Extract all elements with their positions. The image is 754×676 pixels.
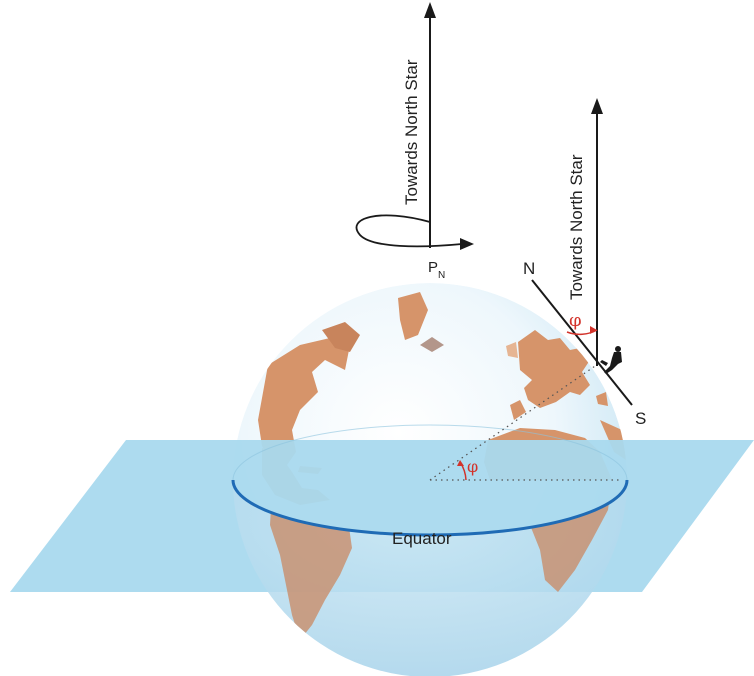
south-label: S	[635, 409, 646, 428]
pole-axis-arrow: Towards North Star	[402, 2, 436, 248]
latitude-angle-observer: φ	[566, 310, 598, 336]
latitude-center-symbol: φ	[467, 457, 478, 476]
equator-label: Equator	[392, 529, 452, 548]
observer-axis-arrow: Towards North Star	[567, 98, 603, 366]
latitude-top-symbol: φ	[569, 310, 582, 331]
rotation-arrow	[355, 214, 474, 250]
person-silhouette-icon	[600, 346, 622, 374]
pole-label: P	[428, 259, 438, 276]
north-star-label-right: Towards North Star	[567, 154, 586, 300]
latitude-construction: φ	[429, 363, 620, 481]
equator-line	[231, 479, 629, 537]
north-label: N	[523, 259, 535, 278]
horizon-line: N S	[523, 259, 646, 428]
north-star-label-left: Towards North Star	[402, 59, 421, 205]
pole-subscript: N	[438, 270, 445, 281]
